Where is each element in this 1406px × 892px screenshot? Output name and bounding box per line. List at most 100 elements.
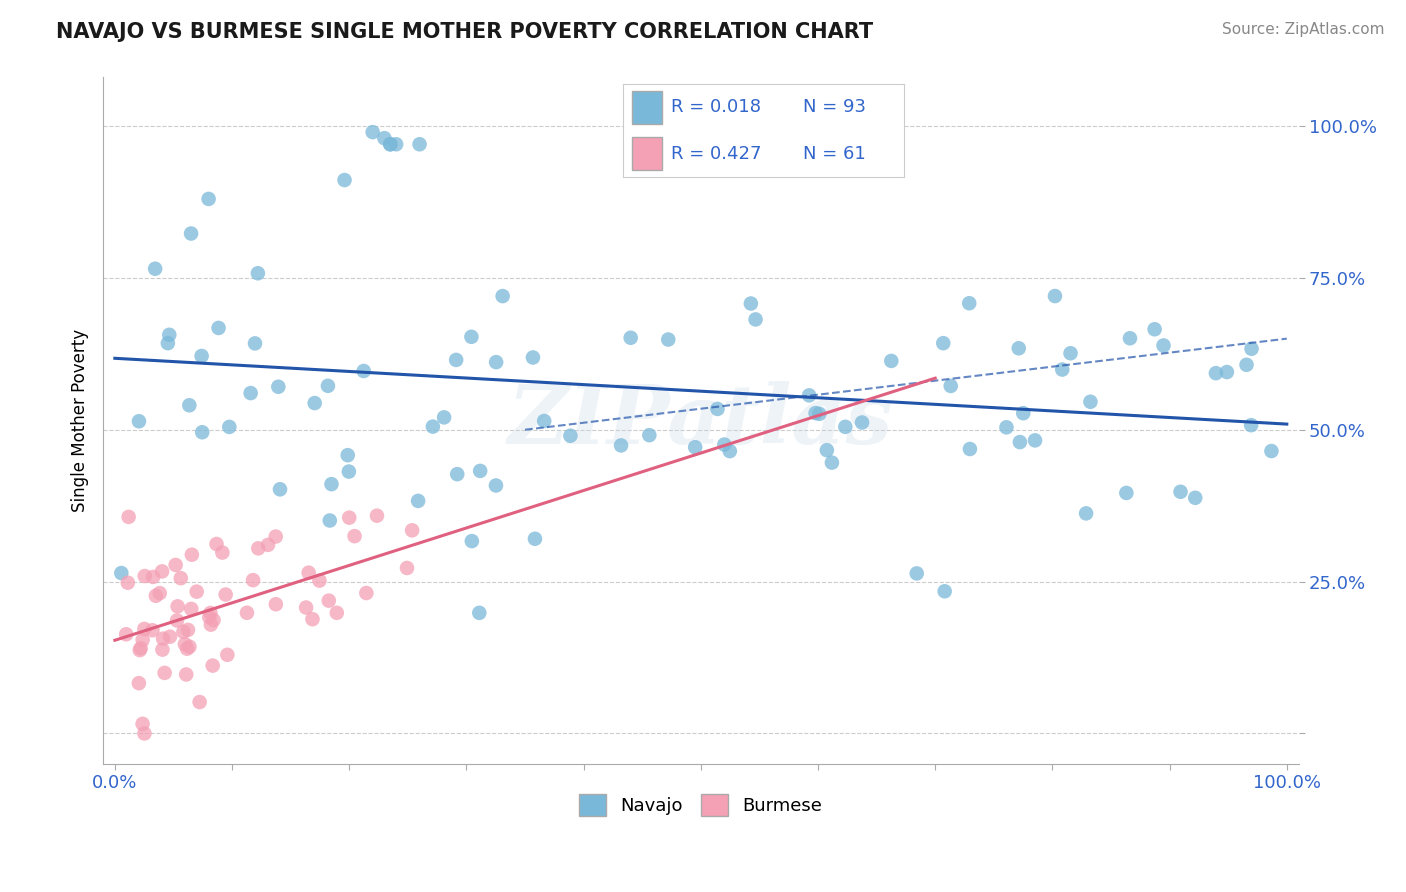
Point	[236, 606, 259, 620]
Point	[141, 624, 163, 638]
Point	[380, 137, 402, 152]
Point	[851, 416, 873, 430]
Text: NAVAJO VS BURMESE SINGLE MOTHER POVERTY CORRELATION CHART: NAVAJO VS BURMESE SINGLE MOTHER POVERTY …	[56, 22, 873, 42]
Text: ZIPatlas: ZIPatlas	[508, 381, 894, 460]
Point	[197, 192, 219, 206]
Point	[134, 569, 156, 583]
Point	[110, 566, 132, 580]
Point	[1008, 341, 1031, 355]
Point	[713, 437, 735, 451]
Point	[149, 586, 172, 600]
Point	[1080, 394, 1102, 409]
Point	[337, 510, 360, 524]
Point	[188, 695, 211, 709]
Point	[152, 642, 174, 657]
Point	[246, 266, 269, 280]
Point	[198, 610, 221, 624]
Point	[131, 632, 153, 647]
Point	[1170, 484, 1192, 499]
Point	[264, 530, 287, 544]
Point	[172, 624, 194, 639]
Point	[117, 575, 139, 590]
Point	[215, 588, 238, 602]
Point	[905, 566, 928, 581]
Point	[247, 541, 270, 556]
Point	[1052, 362, 1074, 376]
Point	[706, 401, 728, 416]
Point	[295, 600, 318, 615]
Point	[179, 640, 201, 654]
Point	[485, 355, 508, 369]
Point	[201, 658, 224, 673]
Point	[177, 623, 200, 637]
Point	[797, 388, 820, 402]
Text: Source: ZipAtlas.com: Source: ZipAtlas.com	[1222, 22, 1385, 37]
Point	[176, 641, 198, 656]
Point	[301, 612, 323, 626]
Point	[468, 606, 491, 620]
Point	[995, 420, 1018, 434]
Point	[880, 354, 903, 368]
Point	[336, 448, 359, 462]
Point	[269, 483, 291, 497]
Point	[170, 571, 193, 585]
Point	[142, 570, 165, 584]
Point	[128, 414, 150, 428]
Point	[157, 327, 180, 342]
Point	[298, 566, 321, 580]
Point	[145, 589, 167, 603]
Point	[373, 131, 395, 145]
Point	[1012, 406, 1035, 420]
Point	[186, 584, 208, 599]
Point	[470, 464, 492, 478]
Point	[1240, 342, 1263, 356]
Point	[461, 534, 484, 549]
Point	[207, 321, 229, 335]
Point	[353, 364, 375, 378]
Point	[460, 330, 482, 344]
Point	[380, 137, 402, 152]
Point	[610, 438, 633, 452]
Point	[318, 593, 340, 607]
Point	[243, 336, 266, 351]
Point	[131, 716, 153, 731]
Point	[150, 565, 173, 579]
Point	[1059, 346, 1081, 360]
Point	[744, 312, 766, 326]
Point	[957, 296, 980, 310]
Point	[200, 617, 222, 632]
Point	[522, 351, 544, 365]
Point	[205, 537, 228, 551]
Point	[740, 296, 762, 310]
Point	[128, 676, 150, 690]
Point	[406, 494, 429, 508]
Point	[638, 428, 661, 442]
Point	[533, 414, 555, 428]
Point	[1043, 289, 1066, 303]
Point	[1024, 434, 1046, 448]
Point	[217, 648, 239, 662]
Point	[492, 289, 515, 303]
Point	[1143, 322, 1166, 336]
Point	[408, 137, 430, 152]
Point	[115, 627, 138, 641]
Point	[134, 622, 156, 636]
Point	[165, 558, 187, 572]
Point	[959, 442, 981, 456]
Point	[560, 428, 582, 442]
Point	[1119, 331, 1142, 345]
Point	[211, 545, 233, 559]
Point	[834, 419, 856, 434]
Point	[200, 606, 222, 620]
Point	[485, 478, 508, 492]
Point	[153, 665, 176, 680]
Point	[337, 465, 360, 479]
Point	[257, 538, 280, 552]
Point	[356, 586, 378, 600]
Point	[152, 632, 174, 646]
Point	[422, 419, 444, 434]
Point	[267, 380, 290, 394]
Point	[1216, 365, 1239, 379]
Point	[264, 597, 287, 611]
Point	[446, 467, 468, 482]
